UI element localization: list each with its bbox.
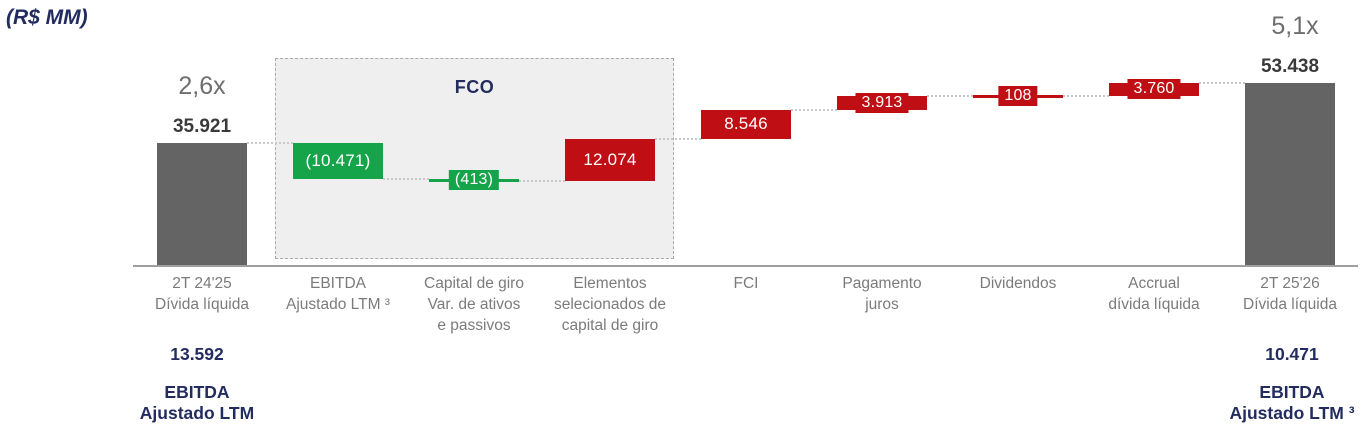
fco-group-label: FCO <box>454 77 495 97</box>
bar-2t-2425-divida-liquida <box>157 143 247 267</box>
connector-line <box>655 138 701 141</box>
ebitda-ltm-start-value: 13.592 <box>170 344 224 364</box>
axis-label-dividendos: Dividendos <box>979 275 1057 292</box>
start-bar-value: 35.921 <box>172 116 232 137</box>
bar-value-chip-accrual-divida-liquida: 3.760 <box>1127 79 1181 100</box>
connector-line <box>383 178 429 181</box>
ebitda-ltm-start: 13.592 EBITDA Ajustado LTM <box>117 344 277 424</box>
axis-label-2t-2526-divida-liquida: 2T 25'26 Dívida líquida <box>1243 275 1337 313</box>
x-axis-line <box>133 265 1358 267</box>
bar-elementos-capital-giro: 12.074 <box>565 139 655 181</box>
axis-label-fci: FCI <box>733 275 759 292</box>
bar-ebitda-ajustado-ltm: (10.471) <box>293 143 383 180</box>
axis-label-2t-2425-divida-liquida: 2T 24'25 Dívida líquida <box>155 275 249 313</box>
leverage-ratio-end: 5,1x <box>1271 12 1319 40</box>
connector-line <box>791 108 837 111</box>
bar-fci: 8.546 <box>701 109 791 140</box>
leverage-ratio-start: 2,6x <box>178 72 226 100</box>
connector-line <box>247 142 293 145</box>
axis-label-capital-de-giro: Capital de giro Var. de ativos e passivo… <box>424 275 524 334</box>
bar-value-chip-dividendos: 108 <box>998 86 1038 107</box>
bar-value-chip-capital-de-giro: (413) <box>448 170 500 191</box>
connector-line <box>927 95 973 98</box>
ebitda-ltm-end-value: 10.471 <box>1265 344 1319 364</box>
unit-label: (R$ MM) <box>6 6 88 29</box>
connector-line <box>1199 82 1245 84</box>
axis-label-accrual-divida-liquida: Accrual dívida líquida <box>1108 275 1200 313</box>
connector-line <box>519 179 565 182</box>
ebitda-ltm-end: 10.471 EBITDA Ajustado LTM ³ <box>1212 344 1366 424</box>
bar-2t-2526-divida-liquida <box>1245 83 1335 267</box>
axis-label-pagamento-juros: Pagamento juros <box>842 275 922 313</box>
ebitda-ltm-start-label: EBITDA Ajustado LTM <box>139 382 255 423</box>
connector-line <box>1063 94 1109 97</box>
end-bar-value: 53.438 <box>1260 56 1320 77</box>
axis-label-ebitda-ajustado-ltm: EBITDA Ajustado LTM ³ <box>286 275 390 313</box>
bar-value-chip-pagamento-juros: 3.913 <box>855 93 909 114</box>
ebitda-ltm-end-label: EBITDA Ajustado LTM ³ <box>1229 382 1355 423</box>
axis-label-elementos-capital-giro: Elementos selecionados de capital de gir… <box>553 275 667 334</box>
